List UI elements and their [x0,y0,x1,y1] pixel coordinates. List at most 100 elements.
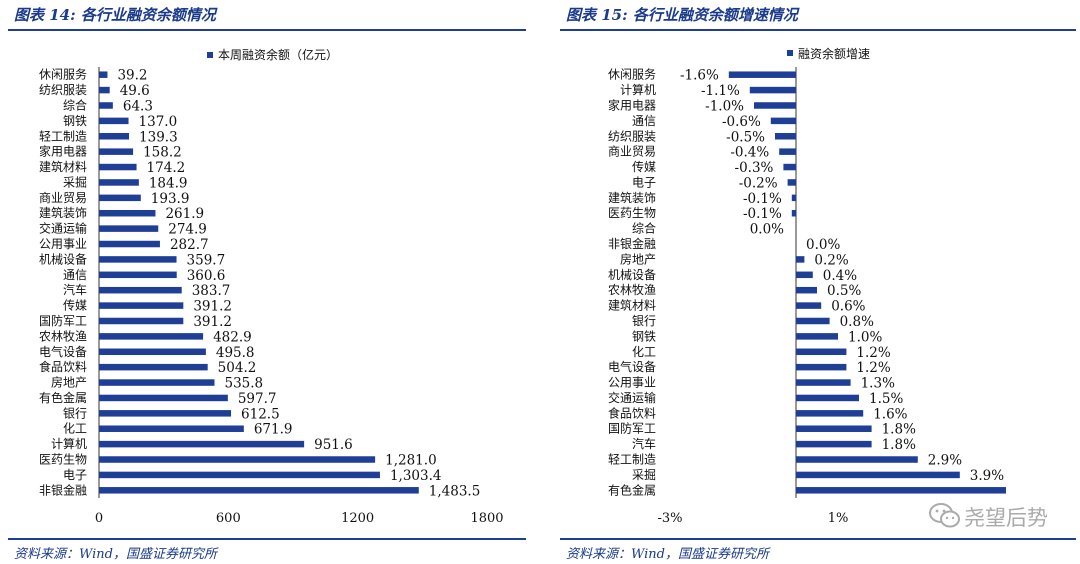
category-label: 传媒 [632,159,656,174]
bar [796,286,817,294]
data-label: -0.5% [726,129,765,145]
bar [99,410,232,417]
category-label: 计算机 [51,436,87,451]
right-bottom-rule [560,538,1076,540]
watermark: 尧望后势 [928,498,1068,532]
data-label: 504.2 [218,360,257,376]
category-label: 医药生物 [608,206,656,220]
bar [796,256,805,263]
bar [779,148,796,155]
bar [796,410,864,417]
data-label: 482.9 [213,329,252,345]
category-label: 综合 [63,97,87,112]
x-tick-label: 1800 [470,511,503,526]
category-label: 计算机 [620,82,656,97]
bar [99,487,419,494]
category-label: 钢铁 [63,114,87,128]
category-label: 机械设备 [39,251,87,266]
data-label: 49.6 [120,83,150,99]
category-label: 电子 [632,175,656,189]
bar [787,179,796,186]
bar [99,209,156,217]
data-label: -1.6% [680,68,719,84]
x-tick-label: -3% [657,511,682,526]
wechat-logo-icon [929,503,960,528]
right-top-rule [560,29,1076,31]
bar [99,348,206,356]
bar [99,148,134,155]
bar [99,240,160,248]
bar [796,425,872,432]
data-label: 360.6 [187,268,226,284]
data-label: 39.2 [117,68,147,84]
category-label: 银行 [632,314,656,328]
data-label: 184.9 [149,175,188,191]
category-label: 房地产 [620,251,656,266]
data-label: 0.5% [827,283,861,299]
data-label: 1.5% [869,391,903,407]
bar [783,163,796,171]
data-label: 1.6% [873,406,907,422]
category-label: 非银金融 [608,236,656,251]
category-label: 休闲服务 [39,67,87,82]
bar [796,333,838,340]
data-label: 0.0% [806,237,840,253]
bar [796,317,830,325]
category-label: 化工 [63,422,87,436]
category-label: 建筑装饰 [39,205,87,220]
data-label: 535.8 [224,376,263,392]
category-label: 传媒 [63,298,87,313]
bar [796,271,813,279]
data-label: 193.9 [151,191,190,207]
category-label: 建筑装饰 [608,190,656,205]
data-label: 951.6 [314,437,353,453]
bar [796,487,1006,494]
category-label: 建筑材料 [39,159,87,174]
bar [99,194,141,202]
category-label: 家用电器 [608,97,656,112]
category-label: 采掘 [63,174,87,189]
bar [99,286,182,294]
category-label: 综合 [632,221,656,236]
bar [99,102,113,109]
data-label: 671.9 [254,422,293,438]
category-label: 食品饮料 [39,359,87,374]
category-label: 农林牧渔 [608,283,656,297]
legend-swatch [787,50,793,56]
category-label: 休闲服务 [608,67,656,82]
category-label: 交通运输 [39,221,87,236]
data-label: 0.8% [840,314,874,330]
left-chart-title: 图表 14: 各行业融资余额情况 [14,6,216,24]
left-source-note: 资料来源：Wind，国盛证券研究所 [14,547,217,562]
bar [791,194,796,202]
data-label: 1.3% [861,376,895,392]
data-label: 612.5 [241,406,280,422]
category-label: 有色金属 [608,482,656,497]
bar [796,379,851,386]
category-label: 非银金融 [39,482,87,497]
data-label: -1.0% [705,98,744,114]
bar [99,179,139,186]
data-label: 64.3 [123,98,153,114]
category-label: 机械设备 [608,267,656,282]
bar [99,379,215,386]
data-label: -0.1% [743,191,782,207]
data-label: 1.0% [848,329,882,345]
data-label: 1,483.5 [429,483,481,499]
right-chart-panel: 图表 15: 各行业融资余额增速情况 融资余额增速 休闲服务 -1.6% 计算机 -1.… [552,0,1080,564]
category-label: 农林牧渔 [39,329,87,343]
category-label: 电气设备 [608,359,656,374]
data-label: 1,281.0 [385,453,437,469]
data-label: 391.2 [193,314,232,330]
category-label: 汽车 [632,436,656,451]
legend-label: 本周融资余额（亿元） [218,47,338,62]
left-chart-panel: 图表 14: 各行业融资余额情况 本周融资余额（亿元） 休闲服务 39.2 纺织服装 4… [0,0,530,564]
bar [99,86,110,94]
bar [99,363,208,371]
bar [796,363,847,371]
category-label: 国防军工 [39,313,87,328]
category-label: 电气设备 [39,344,87,359]
data-label: 3.9% [970,468,1004,484]
bar [796,440,872,448]
data-label: -0.6% [722,114,761,130]
